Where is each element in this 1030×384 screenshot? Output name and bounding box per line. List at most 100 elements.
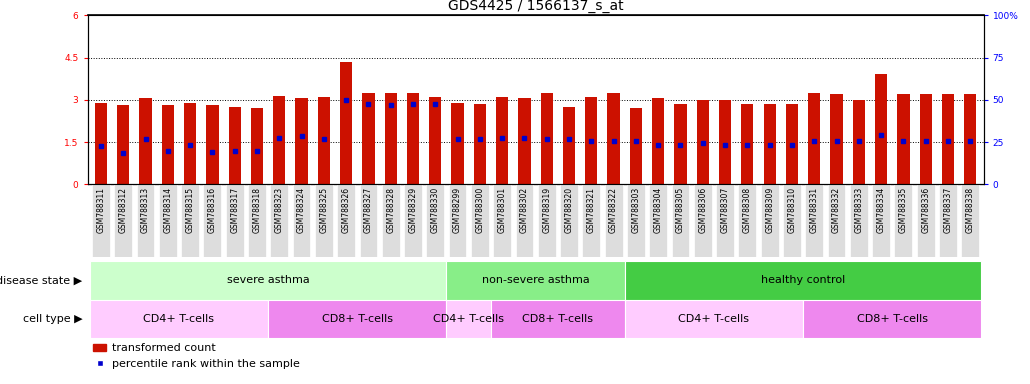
Text: CD4+ T-cells: CD4+ T-cells: [434, 314, 505, 324]
Text: GSM788329: GSM788329: [409, 187, 417, 233]
Bar: [629, 108, 642, 184]
FancyBboxPatch shape: [716, 184, 734, 257]
FancyBboxPatch shape: [315, 184, 333, 257]
Text: GSM788326: GSM788326: [342, 187, 350, 233]
Legend: transformed count, percentile rank within the sample: transformed count, percentile rank withi…: [93, 343, 300, 369]
Bar: [675, 104, 687, 184]
Text: GSM788309: GSM788309: [765, 187, 775, 233]
FancyBboxPatch shape: [625, 300, 803, 338]
Text: GSM788328: GSM788328: [386, 187, 396, 233]
FancyBboxPatch shape: [491, 300, 625, 338]
FancyBboxPatch shape: [939, 184, 957, 257]
Text: GSM788301: GSM788301: [497, 187, 507, 233]
Bar: [809, 93, 820, 184]
Text: GSM788303: GSM788303: [631, 187, 641, 233]
Text: GSM788317: GSM788317: [230, 187, 239, 233]
Text: disease state ▶: disease state ▶: [0, 275, 82, 285]
Text: GSM788337: GSM788337: [943, 187, 953, 233]
Text: GSM788320: GSM788320: [564, 187, 574, 233]
Bar: [897, 94, 909, 184]
Bar: [162, 106, 174, 184]
Text: GSM788302: GSM788302: [520, 187, 529, 233]
FancyBboxPatch shape: [449, 184, 467, 257]
Text: severe asthma: severe asthma: [227, 275, 309, 285]
FancyBboxPatch shape: [783, 184, 801, 257]
Bar: [496, 97, 508, 184]
Bar: [184, 103, 197, 184]
Text: GSM788325: GSM788325: [319, 187, 329, 233]
Text: GSM788305: GSM788305: [676, 187, 685, 233]
Text: GSM788308: GSM788308: [743, 187, 752, 233]
Bar: [719, 100, 731, 184]
Bar: [317, 97, 330, 184]
FancyBboxPatch shape: [582, 184, 600, 257]
FancyBboxPatch shape: [894, 184, 913, 257]
FancyBboxPatch shape: [672, 184, 689, 257]
Bar: [384, 93, 397, 184]
FancyBboxPatch shape: [181, 184, 199, 257]
Text: CD8+ T-cells: CD8+ T-cells: [321, 314, 392, 324]
Bar: [696, 100, 709, 184]
Bar: [964, 94, 976, 184]
FancyBboxPatch shape: [90, 300, 268, 338]
Bar: [340, 62, 352, 184]
FancyBboxPatch shape: [605, 184, 622, 257]
FancyBboxPatch shape: [850, 184, 867, 257]
FancyBboxPatch shape: [828, 184, 846, 257]
Bar: [941, 94, 954, 184]
Bar: [652, 98, 664, 184]
FancyBboxPatch shape: [248, 184, 266, 257]
FancyBboxPatch shape: [426, 184, 444, 257]
Bar: [608, 93, 620, 184]
Bar: [430, 97, 442, 184]
FancyBboxPatch shape: [90, 261, 446, 300]
Text: GSM788316: GSM788316: [208, 187, 217, 233]
Bar: [585, 97, 597, 184]
Text: GSM788338: GSM788338: [966, 187, 974, 233]
FancyBboxPatch shape: [803, 300, 982, 338]
Text: GSM788307: GSM788307: [721, 187, 729, 233]
Bar: [273, 96, 285, 184]
Bar: [206, 106, 218, 184]
Text: healthy control: healthy control: [761, 275, 846, 285]
Text: GSM788330: GSM788330: [431, 187, 440, 233]
Text: GSM788334: GSM788334: [877, 187, 886, 233]
Text: GSM788323: GSM788323: [275, 187, 283, 233]
Title: GDS4425 / 1566137_s_at: GDS4425 / 1566137_s_at: [448, 0, 623, 13]
Bar: [563, 107, 575, 184]
Bar: [117, 106, 130, 184]
Bar: [786, 104, 798, 184]
Text: GSM788300: GSM788300: [476, 187, 484, 233]
Bar: [920, 94, 932, 184]
Text: non-severe asthma: non-severe asthma: [482, 275, 589, 285]
FancyBboxPatch shape: [159, 184, 177, 257]
Text: GSM788314: GSM788314: [164, 187, 172, 233]
Bar: [363, 93, 375, 184]
Text: GSM788313: GSM788313: [141, 187, 150, 233]
FancyBboxPatch shape: [337, 184, 355, 257]
FancyBboxPatch shape: [493, 184, 511, 257]
Bar: [139, 98, 151, 184]
FancyBboxPatch shape: [739, 184, 756, 257]
FancyBboxPatch shape: [382, 184, 400, 257]
Text: GSM788333: GSM788333: [854, 187, 863, 233]
Text: GSM788321: GSM788321: [587, 187, 595, 233]
Text: GSM788304: GSM788304: [654, 187, 662, 233]
Bar: [541, 93, 553, 184]
FancyBboxPatch shape: [92, 184, 110, 257]
Bar: [407, 93, 419, 184]
Text: GSM788311: GSM788311: [97, 187, 105, 233]
Text: CD8+ T-cells: CD8+ T-cells: [522, 314, 593, 324]
FancyBboxPatch shape: [446, 300, 491, 338]
FancyBboxPatch shape: [471, 184, 489, 257]
FancyBboxPatch shape: [226, 184, 243, 257]
Text: GSM788335: GSM788335: [899, 187, 907, 233]
Text: GSM788324: GSM788324: [297, 187, 306, 233]
Text: GSM788310: GSM788310: [788, 187, 796, 233]
FancyBboxPatch shape: [961, 184, 980, 257]
FancyBboxPatch shape: [516, 184, 534, 257]
FancyBboxPatch shape: [446, 261, 625, 300]
FancyBboxPatch shape: [805, 184, 823, 257]
FancyBboxPatch shape: [114, 184, 132, 257]
Text: GSM788318: GSM788318: [252, 187, 262, 233]
